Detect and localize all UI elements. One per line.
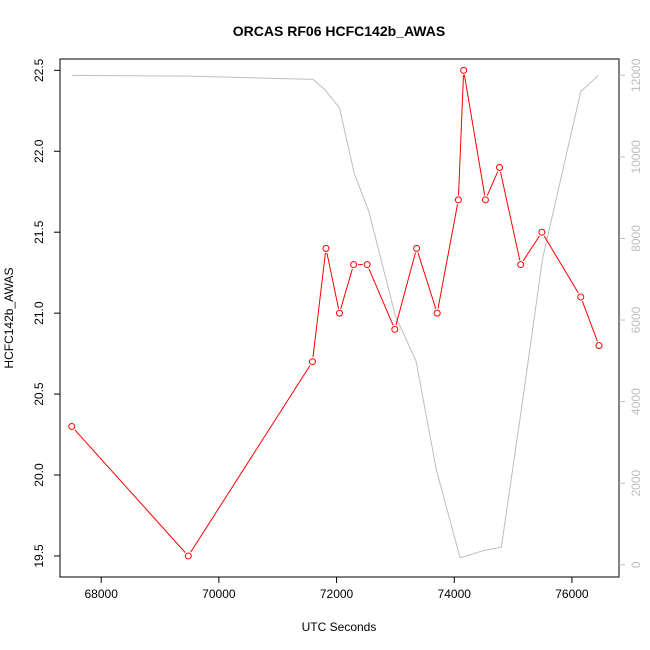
series-primary-point bbox=[68, 422, 76, 430]
series-primary-segment bbox=[395, 252, 416, 326]
series-primary-point bbox=[433, 309, 441, 317]
series-primary-line bbox=[68, 66, 603, 560]
series-primary-segment bbox=[368, 268, 394, 326]
series-primary-segment bbox=[543, 235, 579, 294]
series-primary-point bbox=[595, 342, 603, 350]
series-primary-segment bbox=[522, 235, 540, 262]
series-secondary-path bbox=[71, 74, 599, 559]
series-primary-segment bbox=[463, 74, 486, 196]
series-primary-segment bbox=[500, 171, 521, 261]
series-secondary-line bbox=[71, 74, 599, 559]
y2-tick-label: 2000 bbox=[629, 470, 643, 497]
series-primary-point bbox=[363, 261, 371, 269]
y-axis: 19.5 20.0 20.5 21.0 21.5 22.0 22.5 bbox=[32, 58, 60, 568]
y-tick-label: 21.5 bbox=[32, 220, 46, 244]
series-primary-segment bbox=[581, 300, 598, 342]
x-axis: 68000 70000 72000 74000 76000 bbox=[85, 577, 589, 601]
series-primary-segment bbox=[326, 252, 340, 309]
series-primary-point bbox=[454, 196, 462, 204]
x-axis-label: UTC Seconds bbox=[302, 620, 377, 634]
y2-tick-label: 10000 bbox=[629, 140, 643, 174]
series-primary-point bbox=[350, 261, 358, 269]
y-axis-label: HCFC142b_AWAS bbox=[2, 267, 16, 368]
plot-area-frame bbox=[59, 58, 620, 578]
x-tick-label: 74000 bbox=[438, 587, 472, 601]
series-primary-segment bbox=[74, 429, 186, 553]
y-tick-label: 20.0 bbox=[32, 463, 46, 487]
series-primary-point bbox=[322, 244, 330, 252]
x-tick-label: 72000 bbox=[320, 587, 354, 601]
y-tick-label: 22.5 bbox=[32, 58, 46, 82]
y2-tick-label: 8000 bbox=[629, 225, 643, 252]
series-primary-point bbox=[538, 228, 546, 236]
y2-tick-label: 12000 bbox=[629, 58, 643, 92]
series-primary-point bbox=[308, 358, 316, 366]
series-primary-point bbox=[460, 66, 468, 74]
y2-tick-label: 0 bbox=[629, 561, 643, 568]
y2-tick-label: 4000 bbox=[629, 388, 643, 415]
series-primary-segment bbox=[437, 204, 459, 309]
series-primary-segment bbox=[312, 252, 326, 358]
y2-tick-label: 6000 bbox=[629, 306, 643, 333]
x-tick-label: 76000 bbox=[555, 587, 589, 601]
x-tick-label: 70000 bbox=[202, 587, 236, 601]
series-primary-segment bbox=[486, 171, 499, 196]
y-tick-label: 20.5 bbox=[32, 382, 46, 406]
chart-title: ORCAS RF06 HCFC142b_AWAS bbox=[233, 23, 445, 39]
y2-axis: 0 2000 4000 6000 8000 10000 12000 bbox=[619, 58, 643, 568]
series-primary-point bbox=[413, 244, 421, 252]
series-primary-segment bbox=[190, 365, 311, 553]
series-primary-point bbox=[496, 163, 504, 171]
y-tick-label: 19.5 bbox=[32, 544, 46, 568]
y-tick-label: 21.0 bbox=[32, 301, 46, 325]
series-primary-point bbox=[481, 196, 489, 204]
series-primary-point bbox=[336, 309, 343, 317]
series-primary-segment bbox=[417, 252, 437, 310]
y-tick-label: 22.0 bbox=[32, 139, 46, 163]
series-primary-point bbox=[184, 552, 192, 560]
series-primary-point bbox=[391, 325, 399, 333]
series-primary-segment bbox=[458, 74, 464, 196]
series-primary-point bbox=[577, 293, 585, 301]
series-primary-point bbox=[517, 261, 525, 269]
series-primary-segment bbox=[340, 268, 353, 309]
x-tick-label: 68000 bbox=[85, 587, 119, 601]
